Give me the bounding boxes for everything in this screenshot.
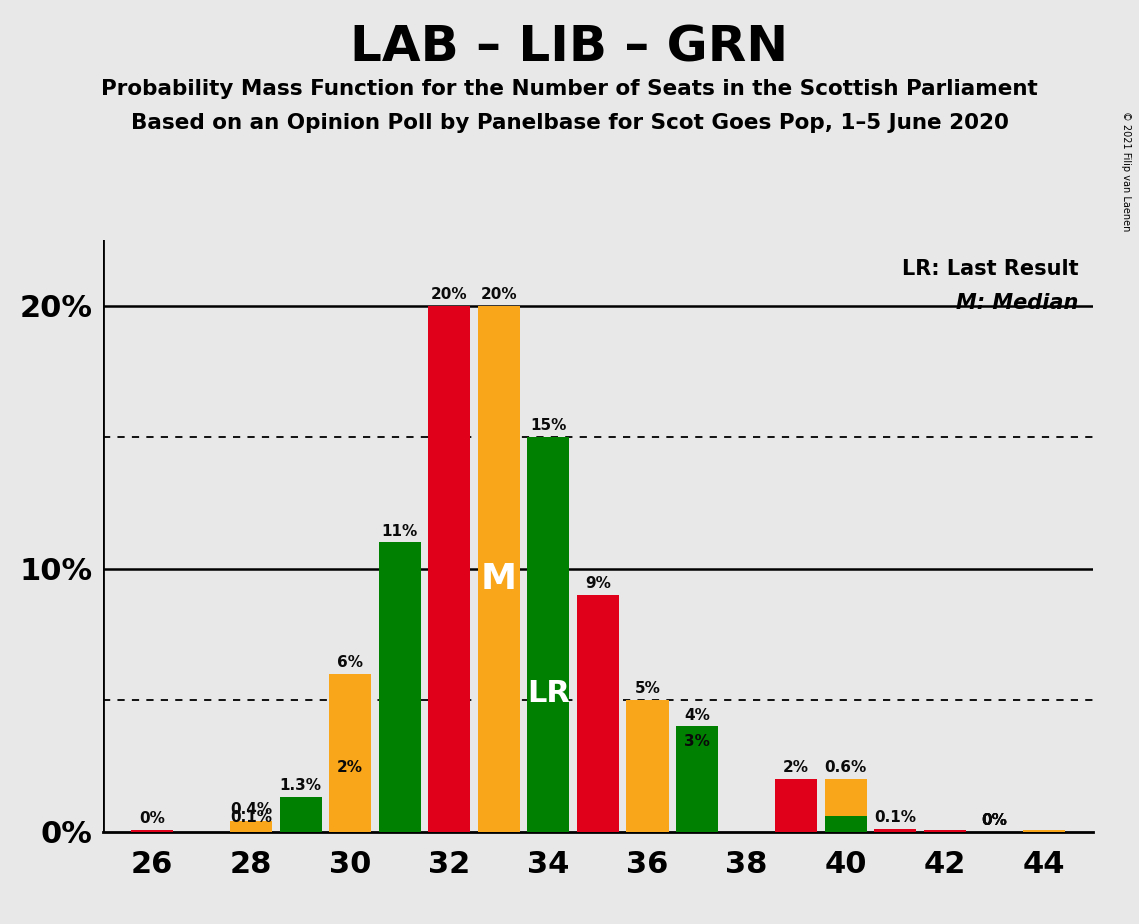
Text: 0%: 0%	[982, 812, 1007, 828]
Text: M: Median: M: Median	[957, 293, 1079, 313]
Text: 1.3%: 1.3%	[280, 779, 321, 794]
Text: 3%: 3%	[685, 734, 710, 748]
Text: 0%: 0%	[982, 812, 1007, 828]
Text: 15%: 15%	[531, 419, 566, 433]
Bar	[527, 437, 570, 832]
Bar	[329, 674, 371, 832]
Text: 9%: 9%	[585, 576, 611, 591]
Text: LR: LR	[527, 679, 570, 708]
Bar	[626, 700, 669, 832]
Text: 0.1%: 0.1%	[230, 810, 272, 825]
Text: 2%: 2%	[337, 760, 363, 775]
Bar	[131, 831, 173, 832]
Text: M: M	[481, 563, 517, 596]
Text: 0.1%: 0.1%	[875, 810, 916, 825]
Bar	[776, 779, 817, 832]
Bar	[825, 779, 867, 832]
Text: 6%: 6%	[337, 655, 363, 670]
Bar	[924, 831, 966, 832]
Text: Based on an Opinion Poll by Panelbase for Scot Goes Pop, 1–5 June 2020: Based on an Opinion Poll by Panelbase fo…	[131, 113, 1008, 133]
Text: LR: Last Result: LR: Last Result	[902, 259, 1079, 279]
Bar	[577, 595, 618, 832]
Text: 0%: 0%	[139, 811, 165, 826]
Bar	[825, 816, 867, 832]
Bar	[230, 829, 272, 832]
Bar	[478, 306, 519, 832]
Bar	[379, 542, 420, 832]
Text: 2%: 2%	[784, 760, 809, 775]
Bar	[230, 821, 272, 832]
Text: 20%: 20%	[481, 287, 517, 302]
Bar	[677, 726, 718, 832]
Text: 20%: 20%	[431, 287, 468, 302]
Text: 11%: 11%	[382, 524, 418, 539]
Bar	[329, 779, 371, 832]
Text: Probability Mass Function for the Number of Seats in the Scottish Parliament: Probability Mass Function for the Number…	[101, 79, 1038, 99]
Text: 0.4%: 0.4%	[230, 802, 272, 817]
Bar	[280, 797, 321, 832]
Bar	[875, 829, 916, 832]
Text: 4%: 4%	[685, 708, 710, 723]
Text: 0%: 0%	[982, 812, 1007, 828]
Text: 5%: 5%	[634, 681, 661, 697]
Bar	[428, 306, 470, 832]
Bar	[1023, 831, 1065, 832]
Text: LAB – LIB – GRN: LAB – LIB – GRN	[351, 23, 788, 71]
Bar	[1023, 831, 1065, 832]
Text: © 2021 Filip van Laenen: © 2021 Filip van Laenen	[1121, 111, 1131, 231]
Bar	[677, 753, 718, 832]
Text: 0.6%: 0.6%	[825, 760, 867, 775]
